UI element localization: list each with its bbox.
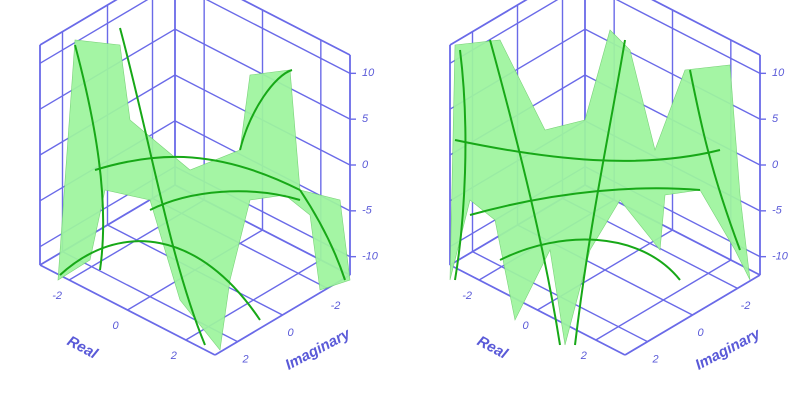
z-tick-label: 10 [772, 67, 785, 79]
z-tick-label: 0 [362, 159, 369, 171]
x-tick-label: -2 [462, 290, 472, 302]
z-tick-label: -5 [772, 205, 783, 217]
x-tick-label: 2 [170, 350, 177, 362]
z-tick-label: 10 [362, 67, 375, 79]
surface [57, 27, 351, 351]
z-tick-label: 0 [772, 159, 779, 171]
x-tick-label: 0 [522, 320, 529, 332]
x-axis-title: Real [474, 333, 511, 363]
grid-line [205, 0, 351, 74]
z-tick-label: 5 [362, 113, 369, 125]
x-tick-label: 2 [580, 350, 587, 362]
z-tick-label: 5 [772, 113, 779, 125]
z-tick-label: -5 [362, 205, 373, 217]
surface [449, 29, 751, 346]
z-tick-label: -10 [362, 251, 379, 263]
z-tick-label: -10 [772, 251, 789, 263]
grid-line [615, 0, 761, 74]
y-tick-label: 0 [697, 327, 704, 339]
y-tick-label: 2 [651, 354, 658, 366]
y-tick-label: 0 [287, 327, 294, 339]
y-tick-label: -2 [741, 300, 751, 312]
x-axis-title: Real [64, 333, 101, 363]
x-tick-label: -2 [52, 290, 62, 302]
x-tick-label: 0 [112, 320, 119, 332]
y-tick-label: -2 [331, 300, 341, 312]
y-tick-label: 2 [241, 354, 248, 366]
grid-line [39, 0, 149, 64]
